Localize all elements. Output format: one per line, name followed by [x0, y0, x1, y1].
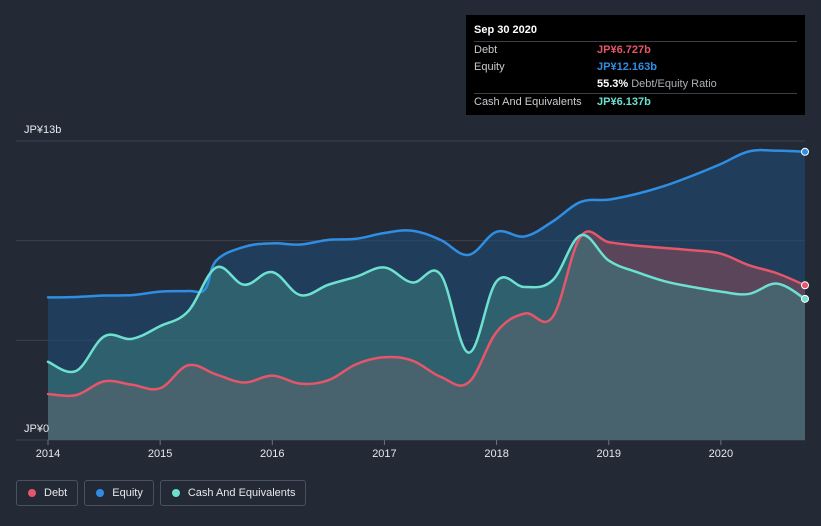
legend-item-cash[interactable]: Cash And Equivalents: [159, 480, 307, 506]
x-tick-label-2015: 2015: [148, 448, 172, 460]
tooltip-cash-value: JP¥6.137b: [597, 96, 651, 108]
tooltip-ratio-value: 55.3%: [597, 78, 629, 90]
tooltip-equity-row: Equity JP¥12.163b: [474, 59, 797, 76]
debt-end-marker: [801, 281, 809, 290]
cash-line: [46, 233, 807, 374]
legend-item-equity[interactable]: Equity: [84, 480, 154, 506]
legend-label-cash: Cash And Equivalents: [187, 487, 296, 499]
tooltip-date: Sep 30 2020: [474, 15, 797, 42]
tooltip-equity-value: JP¥12.163b: [597, 61, 657, 73]
legend-label-debt: Debt: [44, 487, 68, 499]
tooltip-equity-label: Equity: [474, 61, 505, 73]
y-axis-min-label: JP¥0: [24, 423, 49, 435]
end-markers: [801, 147, 809, 303]
tooltip-debt-row: Debt JP¥6.727b: [474, 42, 797, 59]
data-tooltip: Sep 30 2020 Debt JP¥6.727b Equity JP¥12.…: [466, 15, 805, 115]
x-tick-label-2016: 2016: [260, 448, 284, 460]
chart-legend: Debt Equity Cash And Equivalents: [16, 480, 307, 506]
debt-legend-dot-icon: [28, 489, 36, 497]
legend-label-equity: Equity: [112, 487, 143, 499]
equity-end-marker: [801, 147, 809, 156]
x-tick-label-2019: 2019: [596, 448, 620, 460]
equity-line: [46, 148, 807, 299]
x-tick-label-2017: 2017: [372, 448, 396, 460]
tooltip-debt-value: JP¥6.727b: [597, 44, 651, 56]
cash-legend-dot-icon: [171, 489, 180, 497]
series-layer: [46, 148, 807, 441]
equity-legend-dot-icon: [96, 489, 105, 497]
y-axis-max-label: JP¥13b: [24, 124, 61, 136]
cash-end-marker: [801, 294, 809, 303]
tooltip-debt-label: Debt: [474, 44, 498, 56]
tooltip-ratio-row: 55.3% Debt/Equity Ratio: [474, 76, 797, 94]
legend-item-debt[interactable]: Debt: [16, 480, 79, 506]
x-tick-label-2018: 2018: [484, 448, 508, 460]
x-tick-label-2020: 2020: [709, 448, 733, 460]
cash-area: [48, 234, 805, 440]
tooltip-cash-row: Cash And Equivalents JP¥6.137b: [474, 94, 797, 111]
tooltip-cash-label: Cash And Equivalents: [474, 96, 582, 108]
x-axis-ticks: 2014 2015 2016 2017 2018 2019 2020: [36, 440, 733, 460]
debt-line: [46, 230, 807, 398]
tooltip-ratio-label: Debt/Equity Ratio: [631, 78, 717, 90]
x-tick-label-2014: 2014: [36, 448, 60, 460]
axis-layer: JP¥13b JP¥0: [24, 124, 61, 435]
